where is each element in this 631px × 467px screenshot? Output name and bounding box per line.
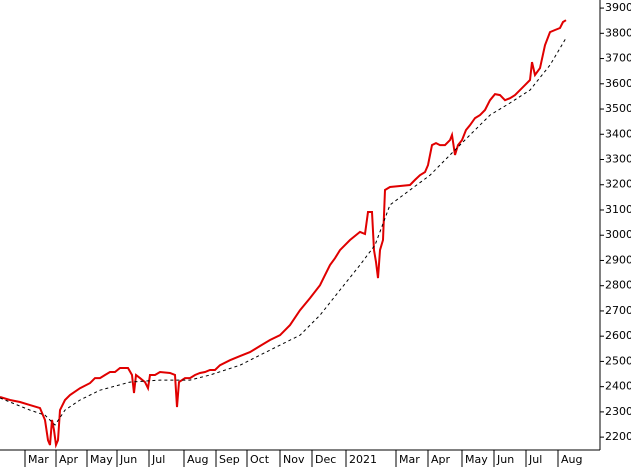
x-tick-label: May bbox=[90, 453, 113, 466]
x-tick-label: Mar bbox=[399, 453, 420, 466]
x-tick-label: Nov bbox=[283, 453, 305, 466]
y-tick-label: 2300 bbox=[605, 405, 631, 418]
x-tick-label: Jun bbox=[119, 453, 137, 466]
x-tick-label: May bbox=[465, 453, 488, 466]
y-tick-label: 2600 bbox=[605, 329, 631, 342]
x-tick-label: Jul bbox=[528, 453, 542, 466]
x-tick-label: Aug bbox=[187, 453, 208, 466]
x-tick-label: 2021 bbox=[349, 453, 377, 466]
y-tick-label: 3300 bbox=[605, 153, 631, 166]
y-tick-label: 2500 bbox=[605, 354, 631, 367]
x-tick-label: Apr bbox=[59, 453, 79, 466]
y-tick-label: 2800 bbox=[605, 279, 631, 292]
y-tick-label: 3800 bbox=[605, 26, 631, 39]
y-tick-label: 3600 bbox=[605, 77, 631, 90]
y-tick-label: 3400 bbox=[605, 127, 631, 140]
x-tick-label: Dec bbox=[315, 453, 336, 466]
y-tick-label: 3700 bbox=[605, 52, 631, 65]
y-tick-label: 3900 bbox=[605, 1, 631, 14]
x-tick-label: Apr bbox=[431, 453, 451, 466]
series-line bbox=[0, 19, 567, 449]
y-tick-label: 2400 bbox=[605, 380, 631, 393]
x-tick-label: Oct bbox=[250, 453, 270, 466]
x-tick-label: Mar bbox=[28, 453, 49, 466]
y-tick-label: 2200 bbox=[605, 430, 631, 443]
x-tick-label: Jun bbox=[496, 453, 514, 466]
x-tick-label: Sep bbox=[219, 453, 240, 466]
y-tick-label: 3200 bbox=[605, 178, 631, 191]
y-tick-label: 3100 bbox=[605, 203, 631, 216]
x-tick-label: Jul bbox=[151, 453, 165, 466]
x-tick-label: Aug bbox=[561, 453, 582, 466]
y-tick-label: 2900 bbox=[605, 253, 631, 266]
y-tick-label: 2700 bbox=[605, 304, 631, 317]
y-tick-label: 3500 bbox=[605, 102, 631, 115]
y-tick-label: 3000 bbox=[605, 228, 631, 241]
